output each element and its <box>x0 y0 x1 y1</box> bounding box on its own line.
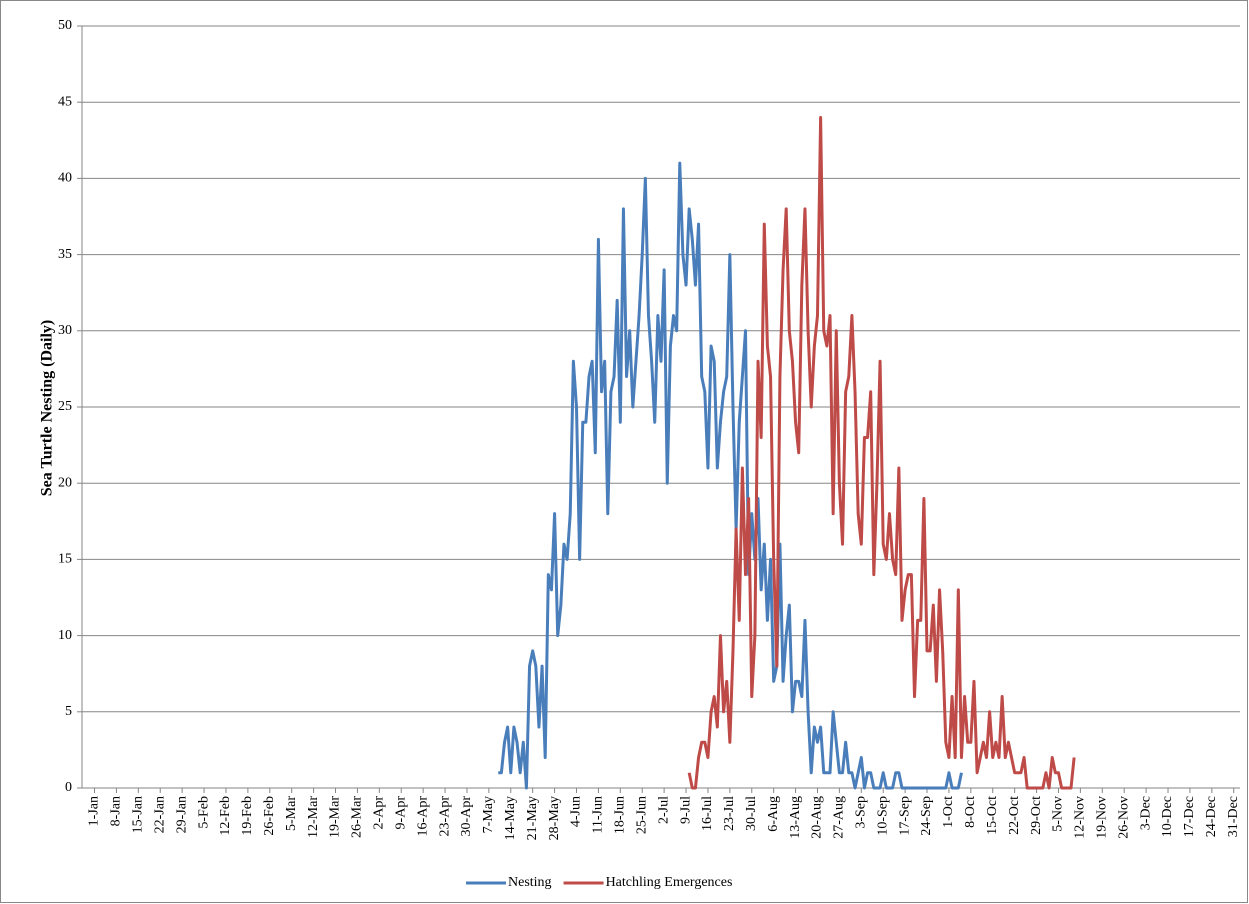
x-tick-label: 9-Jul <box>678 796 693 824</box>
x-tick-label: 13-Aug <box>788 796 803 839</box>
x-tick-label: 30-Jul <box>744 796 759 831</box>
x-tick-label: 8-Jan <box>109 796 124 826</box>
y-tick-label: 45 <box>58 94 72 109</box>
x-tick-label: 14-May <box>503 796 518 840</box>
x-tick-label: 12-Nov <box>1073 796 1088 839</box>
y-tick-label: 40 <box>58 171 72 186</box>
y-tick-label: 30 <box>58 323 72 338</box>
x-tick-label: 28-May <box>547 796 562 840</box>
y-tick-label: 5 <box>65 704 72 719</box>
x-tick-label: 19-Nov <box>1095 796 1110 839</box>
y-tick-label: 10 <box>58 628 72 643</box>
x-tick-label: 22-Oct <box>1007 796 1022 835</box>
x-tick-label: 16-Jul <box>700 796 715 831</box>
line-series <box>498 161 963 790</box>
x-tick-label: 25-Jun <box>634 796 649 834</box>
x-tick-label: 7-May <box>481 796 496 833</box>
line-series <box>687 115 1076 790</box>
x-tick-label: 5-Nov <box>1051 796 1066 832</box>
y-axis-label: Sea Turtle Nesting (Daily) <box>39 320 56 496</box>
x-tick-label: 21-May <box>525 796 540 840</box>
x-tick-label: 5-Feb <box>196 796 211 829</box>
x-tick-label: 4-Jun <box>569 796 584 827</box>
x-tick-label: 10-Sep <box>875 796 890 836</box>
x-tick-label: 16-Apr <box>415 796 430 837</box>
x-tick-label: 27-Aug <box>832 796 847 839</box>
legend-label: Hatchling Emergences <box>606 875 733 890</box>
x-tick-label: 8-Oct <box>963 796 978 828</box>
x-tick-label: 29-Oct <box>1029 796 1044 835</box>
y-tick-label: 20 <box>58 475 72 490</box>
legend-label: Nesting <box>508 875 552 890</box>
y-tick-label: 35 <box>58 247 72 262</box>
y-tick-label: 15 <box>58 552 72 567</box>
x-tick-label: 19-Feb <box>240 796 255 836</box>
x-tick-label: 29-Jan <box>174 796 189 833</box>
x-tick-label: 3-Dec <box>1138 796 1153 830</box>
x-tick-label: 26-Mar <box>350 796 365 838</box>
x-tick-label: 12-Feb <box>218 796 233 836</box>
legend: Nesting Hatchling Emergences <box>466 875 732 890</box>
x-tick-label: 9-Apr <box>393 796 408 830</box>
x-tick-label: 23-Apr <box>437 796 452 837</box>
x-tick-label: 22-Jan <box>152 796 167 833</box>
x-tick-label: 26-Nov <box>1116 796 1131 839</box>
x-tick-label: 6-Aug <box>766 796 781 832</box>
x-tick-label: 1-Oct <box>941 796 956 828</box>
x-tick-label: 30-Apr <box>459 796 474 837</box>
x-tick-label: 1-Jan <box>87 796 102 826</box>
x-tick-label: 10-Dec <box>1160 796 1175 837</box>
x-tick-label: 23-Jul <box>722 796 737 831</box>
x-tick-label: 11-Jun <box>591 796 606 834</box>
x-tick-label: 15-Jan <box>131 796 146 833</box>
y-tick-label: 50 <box>58 18 72 33</box>
x-tick-label: 24-Dec <box>1204 796 1219 837</box>
x-tick-label: 15-Oct <box>985 796 1000 835</box>
x-tick-label: 24-Sep <box>919 796 934 836</box>
x-tick-label: 20-Aug <box>810 796 825 839</box>
y-tick-label: 25 <box>58 399 72 414</box>
x-tick-label: 3-Sep <box>854 796 869 829</box>
x-tick-label: 17-Sep <box>897 796 912 836</box>
x-tick-label: 2-Apr <box>372 796 387 830</box>
x-tick-label: 2-Jul <box>656 796 671 824</box>
x-tick-label: 26-Feb <box>262 796 277 836</box>
x-tick-label: 17-Dec <box>1182 796 1197 837</box>
x-tick-label: 19-Mar <box>328 796 343 838</box>
x-tick-label: 12-Mar <box>306 796 321 838</box>
x-tick-label: 18-Jun <box>613 796 628 834</box>
x-tick-label: 31-Dec <box>1226 796 1241 837</box>
y-tick-label: 0 <box>65 780 72 795</box>
x-tick-label: 5-Mar <box>284 796 299 831</box>
